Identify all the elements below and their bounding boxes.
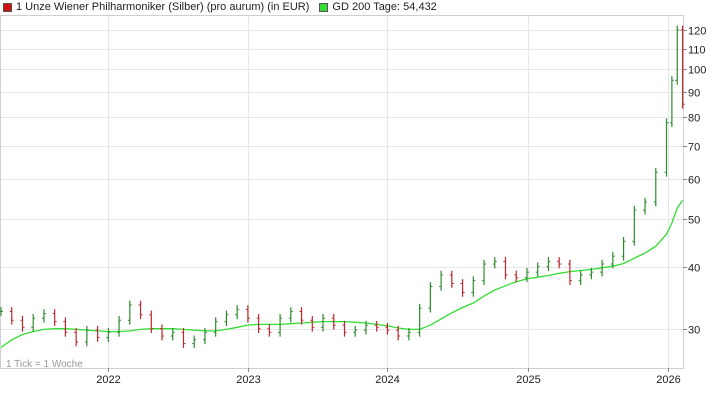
ohlc-bar	[138, 300, 143, 320]
ohlc-bar	[503, 257, 508, 280]
ohlc-bar	[31, 313, 36, 332]
y-tick-label: 30	[688, 325, 700, 337]
ohlc-bar	[363, 320, 368, 335]
ohlc-bar	[406, 328, 411, 341]
ma-line	[0, 200, 684, 349]
ohlc-bar	[449, 270, 454, 288]
ohlc-bar	[385, 323, 390, 335]
ohlc-bar	[106, 328, 111, 342]
ohlc-bar	[63, 317, 68, 337]
y-tick-label: 70	[688, 142, 700, 154]
ohlc-bar	[621, 237, 626, 261]
ohlc-bar	[160, 324, 165, 341]
ohlc-bar	[0, 307, 3, 316]
ma-series-layer	[0, 200, 684, 349]
ohlc-bar	[632, 205, 637, 246]
y-tick-label: 60	[688, 175, 700, 187]
ohlc-bar	[396, 325, 401, 341]
ohlc-bar	[578, 270, 583, 285]
ohlc-bar	[117, 315, 122, 337]
ohlc-bar	[675, 25, 680, 85]
ohlc-bar	[417, 303, 422, 337]
legend-swatch-ma	[319, 2, 329, 12]
ohlc-bar	[267, 324, 272, 337]
legend-item-price[interactable]: 1 Unze Wiener Philharmoniker (Silber) (p…	[3, 1, 309, 13]
y-tick-label: 110	[688, 45, 706, 57]
ohlc-bar	[41, 309, 46, 323]
ohlc-bar	[202, 328, 207, 345]
ohlc-bar	[9, 307, 14, 325]
ohlc-bar	[331, 313, 336, 330]
y-axis: 30 40 50 60 70 80 90 100 110 120	[683, 26, 706, 337]
ohlc-bar	[95, 325, 100, 342]
plot-frame	[0, 15, 684, 369]
ohlc-bar	[567, 259, 572, 285]
ohlc-bar	[84, 325, 89, 347]
chart-legend: 1 Unze Wiener Philharmoniker (Silber) (p…	[3, 0, 447, 14]
ohlc-bar	[643, 197, 648, 215]
ohlc-bar	[20, 315, 25, 332]
ohlc-bar	[600, 259, 605, 277]
ohlc-bar	[170, 328, 175, 341]
ohlc-bar	[245, 305, 250, 323]
y-tick-label: 120	[688, 26, 706, 38]
ohlc-bar	[310, 315, 315, 332]
x-axis: 2022 2023 2024 2025 2026	[96, 368, 681, 386]
ohlc-bar	[149, 310, 154, 334]
ohlc-bar	[224, 310, 229, 326]
ohlc-bar	[680, 25, 685, 109]
ohlc-bar	[546, 257, 551, 272]
ohlc-bar	[653, 167, 658, 207]
ohlc-bar	[299, 307, 304, 325]
ohlc-bar	[460, 279, 465, 297]
grid-layer	[1, 16, 683, 368]
legend-swatch-price	[3, 2, 12, 12]
ohlc-bar	[589, 267, 594, 280]
y-tick-label: 100	[688, 65, 706, 77]
y-tick-label: 50	[688, 215, 700, 227]
ohlc-bar	[439, 270, 444, 291]
ohlc-bar	[514, 270, 519, 283]
ohlc-bar	[288, 307, 293, 323]
ohlc-bar	[181, 328, 186, 348]
ohlc-bar	[610, 251, 615, 269]
ohlc-bar	[482, 259, 487, 285]
y-tick-label: 40	[688, 263, 700, 275]
ohlc-bar	[256, 313, 261, 334]
legend-label-ma: GD 200 Tage: 54,432	[332, 1, 437, 13]
ohlc-bar	[471, 276, 476, 297]
legend-item-ma[interactable]: GD 200 Tage: 54,432	[319, 1, 437, 13]
ohlc-bar	[353, 325, 358, 337]
ohlc-bar	[492, 257, 497, 269]
x-tick-label: 2026	[656, 374, 680, 386]
y-tick-label: 80	[688, 113, 700, 125]
ohlc-bar	[74, 328, 79, 347]
tick-interval-note: 1 Tick = 1 Woche	[6, 359, 83, 370]
ohlc-bar	[342, 320, 347, 337]
x-tick-label: 2022	[96, 374, 120, 386]
ohlc-bar	[557, 257, 562, 269]
ohlc-bar	[428, 282, 433, 313]
ohlc-bar	[235, 305, 240, 320]
ohlc-bar	[321, 313, 326, 332]
legend-label-price: 1 Unze Wiener Philharmoniker (Silber) (p…	[16, 1, 310, 13]
x-tick-label: 2024	[375, 374, 399, 386]
ohlc-bar	[669, 75, 674, 128]
ohlc-bar	[535, 262, 540, 277]
y-tick-label: 90	[688, 88, 700, 100]
ohlc-bar	[374, 320, 379, 332]
x-tick-label: 2025	[516, 374, 540, 386]
ohlc-bar	[192, 335, 197, 348]
ohlc-bar	[52, 309, 57, 326]
ohlc-bar	[278, 313, 283, 337]
ohlc-bar	[213, 317, 218, 337]
price-series-layer	[0, 25, 685, 348]
x-tick-label: 2023	[236, 374, 260, 386]
ohlc-bar	[524, 267, 529, 283]
ohlc-bar	[664, 118, 669, 177]
ohlc-bar	[127, 300, 132, 325]
